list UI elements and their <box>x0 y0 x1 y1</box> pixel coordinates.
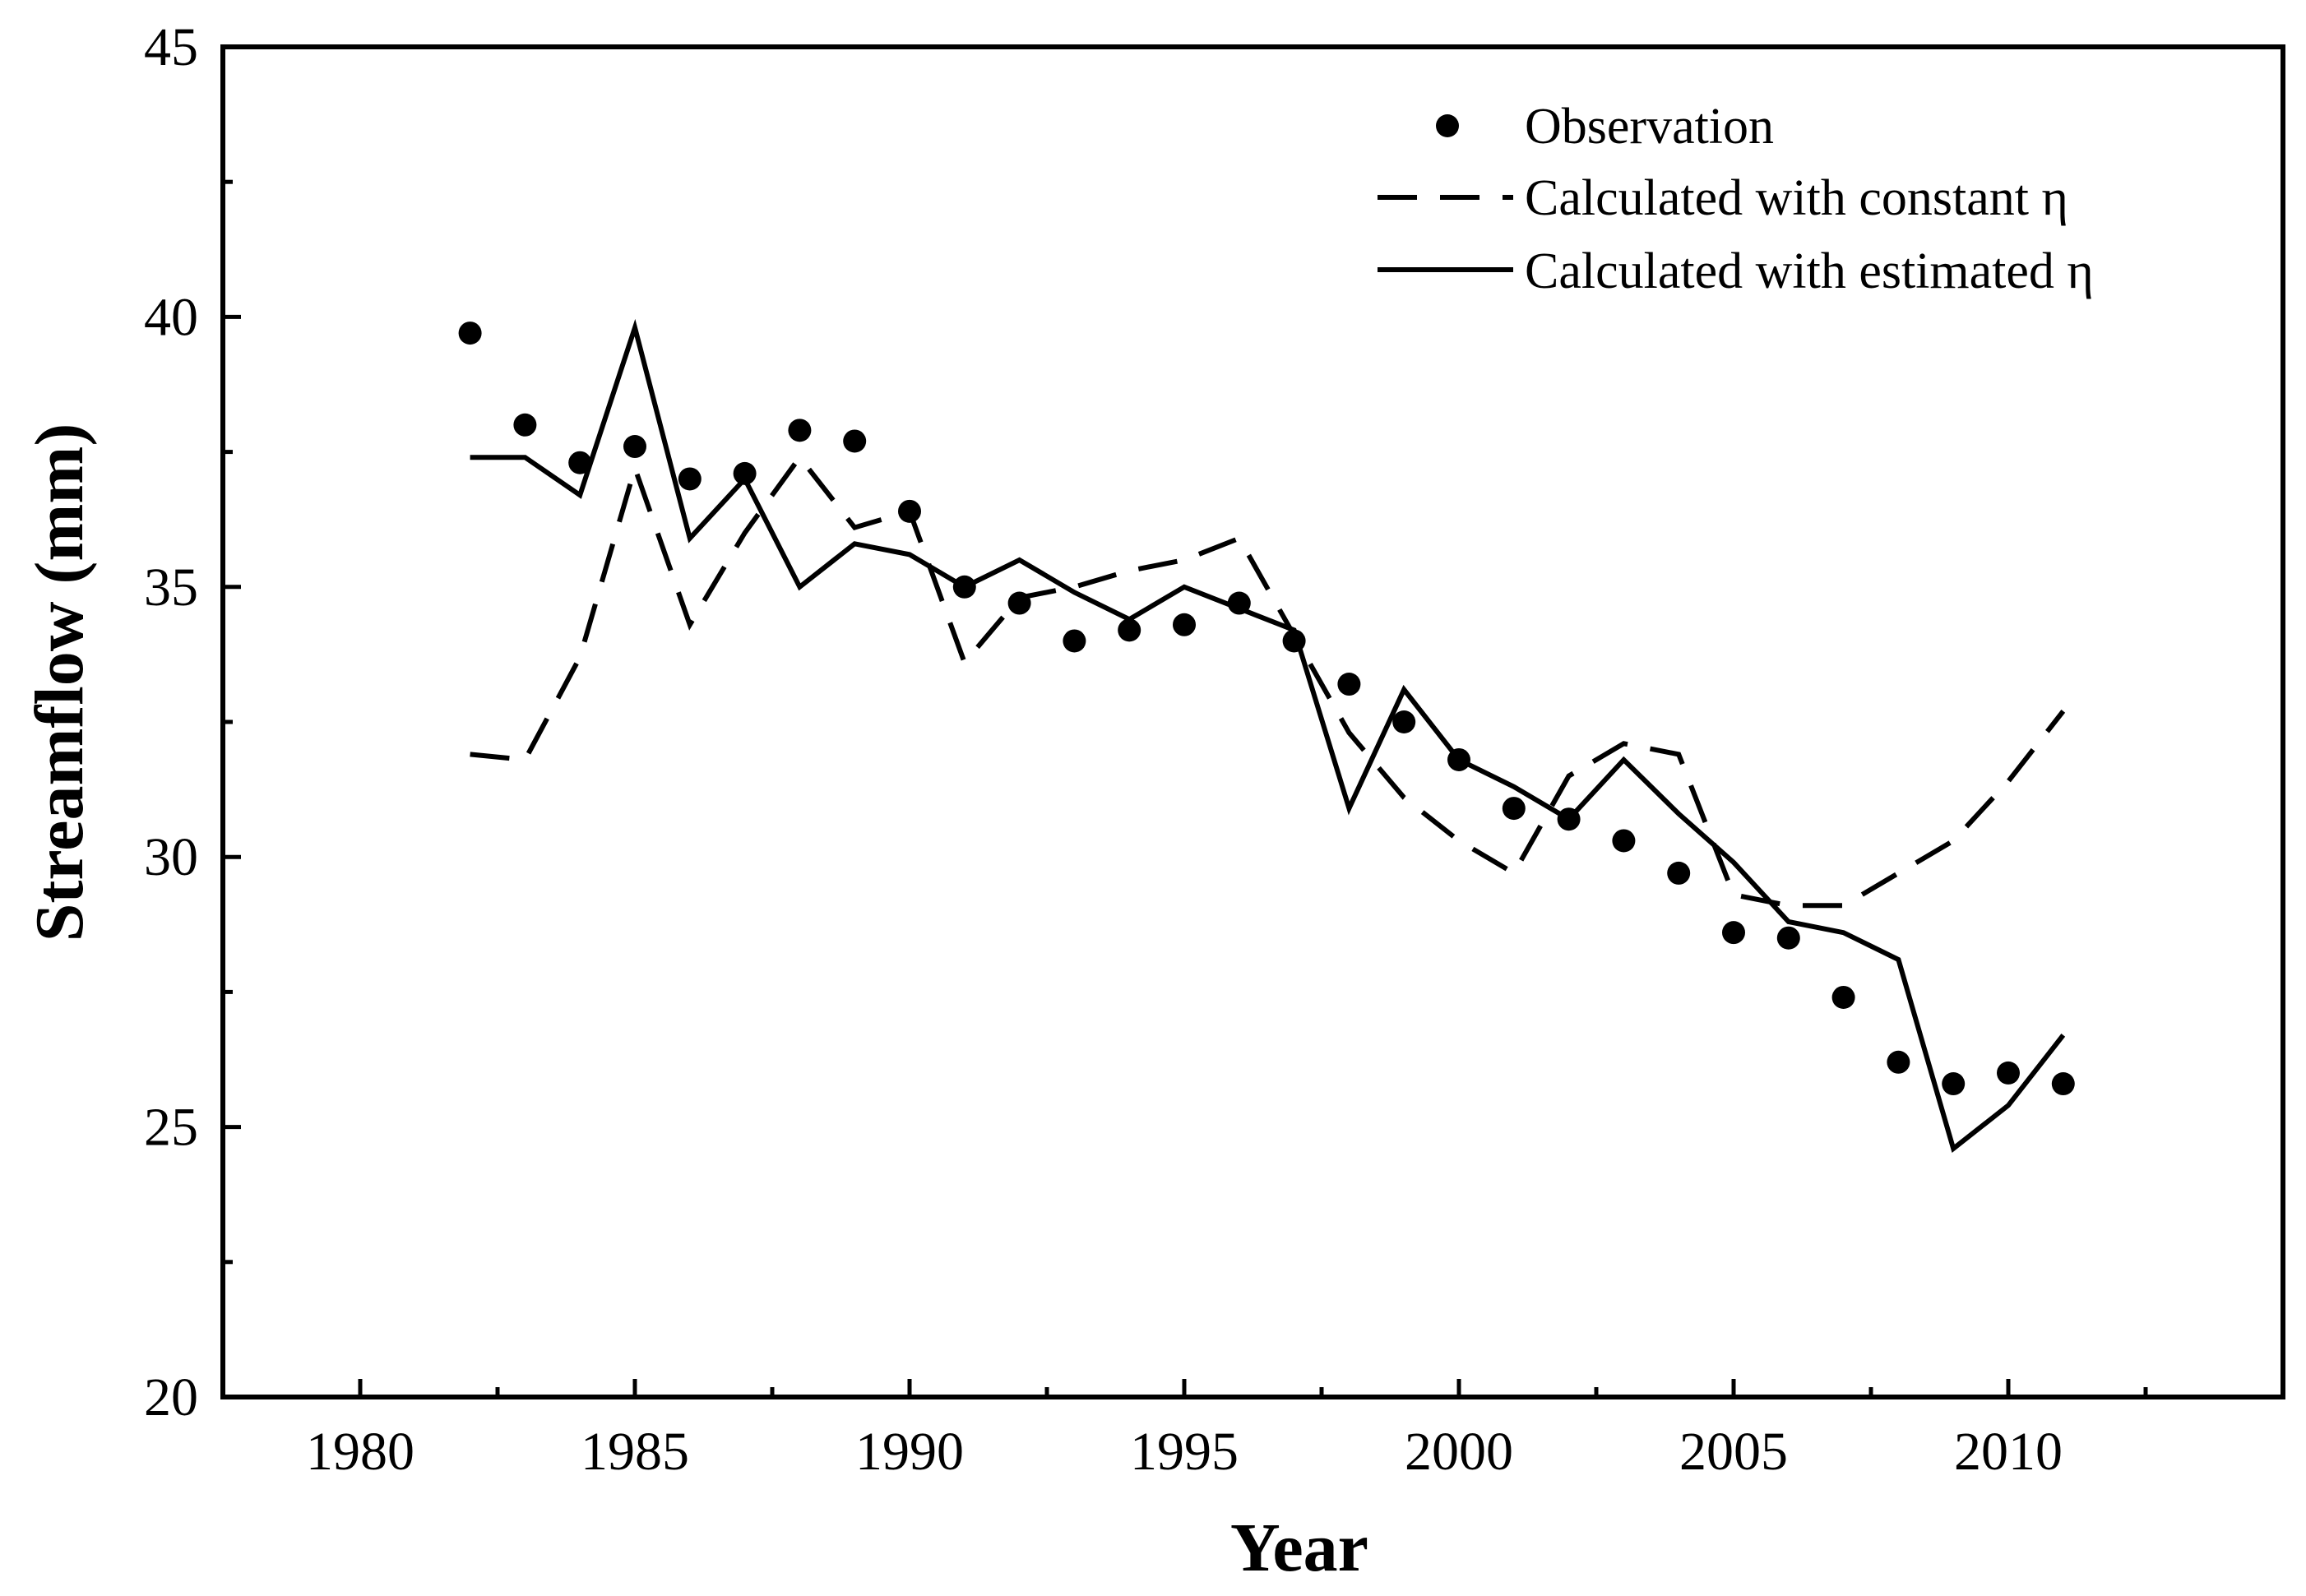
x-tick-label: 2000 <box>1405 1422 1513 1482</box>
observation-point <box>1997 1061 2020 1085</box>
observation-point <box>1063 629 1086 653</box>
x-tick-label: 2010 <box>1954 1422 2063 1482</box>
observation-point <box>513 413 537 437</box>
observation-point <box>568 451 592 474</box>
observation-point <box>678 467 702 491</box>
observation-point <box>2051 1072 2075 1096</box>
y-tick-label: 25 <box>144 1098 198 1158</box>
x-tick-label: 1995 <box>1130 1422 1239 1482</box>
estimated-eta-line <box>470 318 2066 1154</box>
observation-point <box>623 435 646 459</box>
observation-point <box>1722 921 1745 945</box>
x-tick-label: 1985 <box>581 1422 689 1482</box>
observation-point <box>1942 1072 1966 1096</box>
y-tick-label: 30 <box>144 827 198 887</box>
observation-point <box>1612 829 1636 853</box>
y-tick-label: 20 <box>144 1367 198 1427</box>
observation-point <box>1337 673 1361 696</box>
y-tick-label: 35 <box>144 557 198 618</box>
y-axis-ticks: 20 25 30 35 40 45 <box>144 17 241 1427</box>
legend: Observation Calculated with constant η C… <box>1378 99 2094 299</box>
x-tick-label: 1980 <box>306 1422 414 1482</box>
x-tick-label: 1990 <box>855 1422 964 1482</box>
observation-point <box>1502 797 1526 821</box>
observation-point <box>788 419 812 442</box>
y-tick-label: 40 <box>144 287 198 347</box>
y-axis-title: Streamflow (mm) <box>21 423 98 942</box>
observation-point <box>1776 926 1800 950</box>
legend-constant-eta-label: Calculated with constant η <box>1525 170 2068 226</box>
x-axis-title: Year <box>1230 1510 1368 1586</box>
legend-estimated-eta-label: Calculated with estimated η <box>1525 243 2094 299</box>
observation-point <box>458 322 482 345</box>
observation-point <box>1118 618 1141 642</box>
legend-observation-label: Observation <box>1525 99 1774 155</box>
observation-point <box>1831 985 1855 1009</box>
x-tick-label: 2005 <box>1679 1422 1788 1482</box>
legend-observation-marker <box>1436 114 1459 137</box>
observation-point <box>1173 613 1196 636</box>
constant-eta-line <box>470 453 2066 909</box>
observation-point <box>1887 1050 1910 1074</box>
observation-point <box>733 461 757 485</box>
y-tick-label: 45 <box>144 17 198 77</box>
observation-point <box>1667 861 1691 885</box>
observation-point <box>1392 710 1416 733</box>
observation-point <box>843 429 867 453</box>
series-layer <box>458 318 2075 1154</box>
x-axis-ticks: 1980 1985 1990 1995 2000 2005 2010 <box>220 1379 2148 1482</box>
